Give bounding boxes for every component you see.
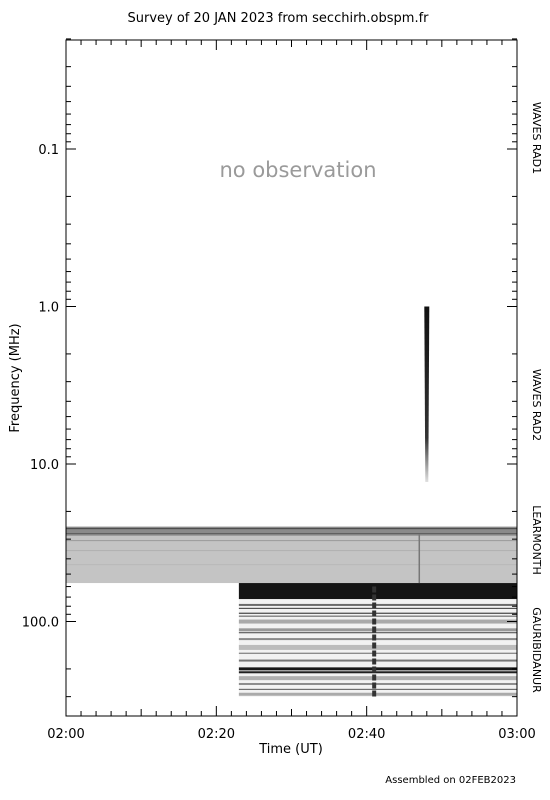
- panel-band: [238, 659, 517, 662]
- panel-background: [66, 526, 517, 584]
- instrument-label: WAVES RAD2: [530, 369, 543, 441]
- panel-band: [238, 676, 517, 681]
- instrument-label: WAVES RAD1: [530, 102, 543, 174]
- panel-band: [238, 619, 517, 624]
- panel-band: [238, 671, 517, 674]
- chart-title: Survey of 20 JAN 2023 from secchirh.obsp…: [128, 11, 430, 26]
- axis-labels: 02:00 02:20 02:40 03:00 0.1 1.0 10.0 100.0 WAVES…: [22, 102, 543, 742]
- panel-band: [238, 628, 517, 632]
- x-tick-label: 02:20: [198, 727, 235, 742]
- panel-band: [238, 615, 517, 617]
- event-waves-rad2: [424, 306, 430, 482]
- panel-band: [238, 612, 517, 614]
- x-tick-label: 02:00: [47, 727, 84, 742]
- panel-band: [238, 682, 517, 685]
- instrument-panels: [66, 306, 517, 697]
- panel-band: [238, 692, 517, 696]
- x-axis-label: Time (UT): [258, 742, 323, 757]
- no-observation-label: no observation: [219, 158, 376, 182]
- panel-band: [238, 667, 517, 671]
- y-tick-label: 10.0: [30, 458, 59, 473]
- panel-band: [66, 526, 517, 536]
- panel-band: [238, 652, 517, 654]
- panel-band: [238, 632, 517, 634]
- panel-band: [238, 644, 517, 650]
- panel-band: [238, 688, 517, 690]
- instrument-label: LEARMONTH: [530, 505, 543, 575]
- x-tick-label: 02:40: [348, 727, 385, 742]
- footer-text: Assembled on 02FEB2023: [385, 775, 516, 786]
- panel-band: [238, 607, 517, 609]
- instrument-label: GAURIBIDANUR: [530, 607, 543, 693]
- panel-learmonth: [66, 526, 517, 584]
- x-tick-label: 03:00: [498, 727, 535, 742]
- y-axis-label: Frequency (MHz): [8, 323, 23, 432]
- y-tick-label: 0.1: [38, 143, 59, 158]
- y-tick-label: 100.0: [22, 616, 59, 631]
- panel-band: [238, 603, 517, 606]
- axis-ticks: [65, 38, 518, 716]
- panel-gauribidanur: [238, 583, 517, 697]
- panel-band: [238, 638, 517, 641]
- panel-band: [238, 583, 517, 600]
- y-tick-label: 1.0: [38, 301, 59, 316]
